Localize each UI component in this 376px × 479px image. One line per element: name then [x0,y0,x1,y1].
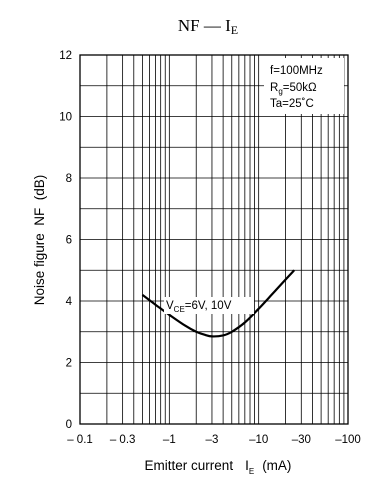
y-tick-label: 2 [66,358,72,370]
x-tick-label: –1 [163,434,176,446]
condition-frequency: f=100MHz [270,65,323,77]
series-label-vce: VCE=6V, 10V [166,300,232,314]
x-tick-label: –30 [292,434,311,446]
plot-frame [79,54,349,425]
x-tick-label: –3 [206,434,219,446]
grid-lines [80,55,348,424]
y-tick-label: 10 [59,112,72,124]
y-tick-label: 6 [66,235,72,247]
y-axis-label: Noise figure NF (dB) [32,175,47,306]
chart-title: NF — IE [178,16,238,37]
tick-labels: – 0.1 – 0.3 –1 –3 –10 –30 –100 0 2 4 6 8 10 12 [59,50,361,446]
series-line-vce-6v-10v [141,269,296,338]
y-tick-label: 8 [66,173,72,185]
x-tick-label: –100 [335,434,361,446]
y-tick-label: 12 [59,50,72,62]
x-axis-label: Emitter current IE (mA) [145,458,292,476]
condition-source-resistance: Rg=50kΩ [270,82,317,96]
series-label-bg [164,297,254,314]
series-layer [141,269,296,338]
y-tick-label: 4 [66,296,73,308]
x-tick-label: – 0.1 [67,434,93,446]
x-tick-label: –10 [249,434,268,446]
conditions-box [264,58,344,114]
condition-temperature: Ta=25˚C [270,98,314,110]
y-tick-label: 0 [66,419,72,431]
x-tick-label: – 0.3 [110,434,136,446]
